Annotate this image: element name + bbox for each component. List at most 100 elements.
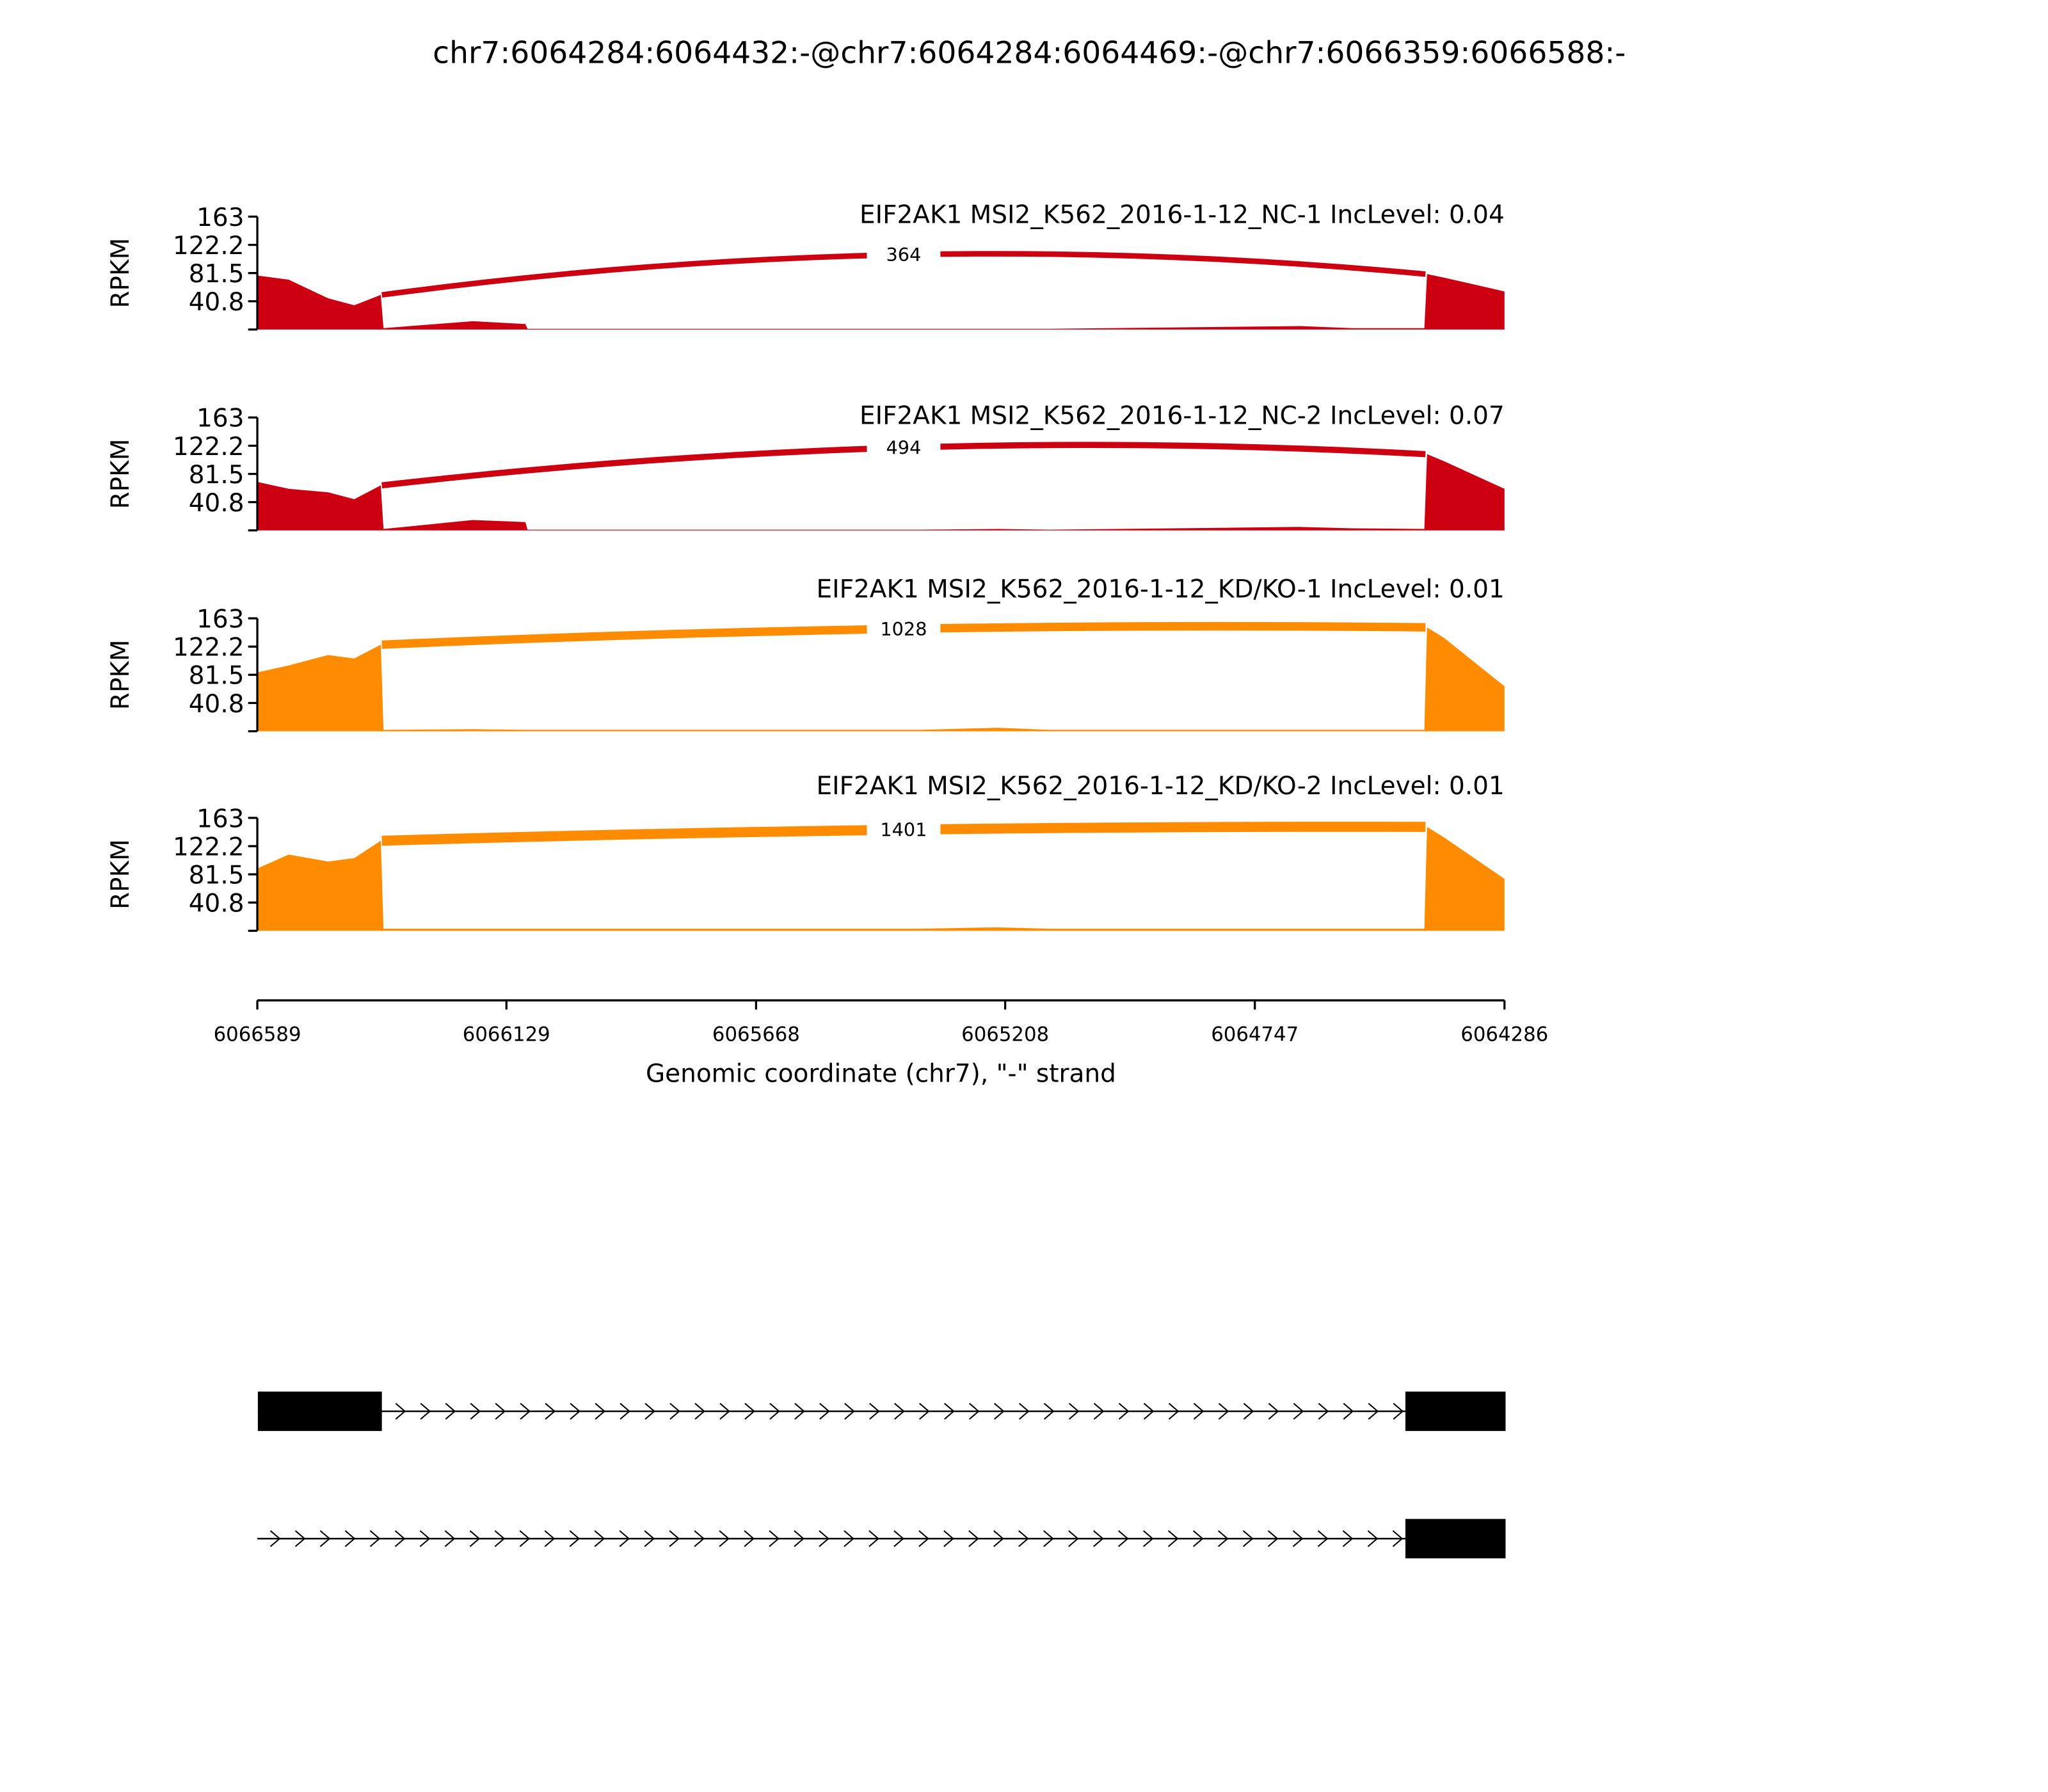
strand-arrow [769, 1530, 780, 1548]
strand-arrow [445, 1403, 456, 1420]
y-axis-label: RPKM [106, 639, 135, 710]
strand-arrow [943, 1530, 954, 1548]
strand-arrow [918, 1530, 929, 1548]
y-tick-label: 163 [196, 804, 244, 833]
strand-arrow [595, 1403, 606, 1420]
strand-arrow [1193, 1403, 1204, 1420]
strand-arrow [844, 1530, 854, 1548]
junction-label-bg [867, 817, 941, 842]
strand-arrow [1018, 1530, 1029, 1548]
strand-arrow [569, 1530, 580, 1548]
junction-count: 1401 [880, 819, 927, 841]
strand-arrow [495, 1403, 506, 1420]
strand-arrow [1393, 1403, 1404, 1420]
y-tick-label: 40.8 [189, 690, 244, 719]
strand-arrow [1318, 1403, 1329, 1420]
y-tick-label: 163 [196, 404, 244, 433]
strand-arrow [619, 1530, 630, 1548]
strand-arrow [545, 1403, 556, 1420]
strand-arrow [993, 1403, 1005, 1420]
strand-arrow [1218, 1403, 1229, 1420]
strand-arrow [319, 1530, 331, 1548]
strand-arrow [744, 1403, 755, 1420]
strand-arrow [1268, 1403, 1279, 1420]
x-tick-label: 6065208 [961, 1023, 1049, 1046]
strand-arrow [1043, 1530, 1054, 1548]
strand-arrow [919, 1403, 930, 1420]
y-tick-label: 122.2 [173, 232, 244, 260]
coverage-area [257, 454, 1505, 531]
strand-arrow [1368, 1403, 1379, 1420]
strand-arrow [819, 1530, 829, 1548]
x-tick-label: 6064286 [1460, 1023, 1548, 1046]
strand-arrow [644, 1403, 655, 1420]
strand-arrow [419, 1530, 431, 1548]
strand-arrow [520, 1403, 531, 1420]
panel-label: EIF2AK1 MSI2_K562_2016-1-12_KD/KO-2 IncL… [816, 772, 1504, 801]
x-tick-label: 6066129 [463, 1023, 550, 1046]
strand-arrow [1192, 1530, 1204, 1548]
y-tick-label: 81.5 [189, 861, 244, 890]
strand-arrow [1167, 1530, 1179, 1548]
junction-count: 494 [886, 437, 922, 459]
strand-arrow [1168, 1403, 1180, 1420]
strand-arrow [444, 1530, 456, 1548]
exon [1405, 1519, 1506, 1558]
strand-arrow [1093, 1530, 1104, 1548]
strand-arrow [294, 1530, 306, 1548]
strand-arrow [694, 1530, 705, 1548]
strand-arrow [844, 1403, 855, 1420]
strand-arrow [344, 1530, 356, 1548]
strand-arrow [420, 1403, 431, 1420]
y-tick-label: 122.2 [173, 833, 244, 861]
y-axis-label: RPKM [106, 238, 135, 308]
strand-arrow [968, 1530, 979, 1548]
strand-arrow [1242, 1530, 1254, 1548]
strand-arrow [969, 1403, 980, 1420]
strand-arrow [269, 1530, 281, 1548]
strand-arrow [1343, 1403, 1354, 1420]
x-axis-label: Genomic coordinate (chr7), "-" strand [646, 1059, 1116, 1088]
strand-arrow [1317, 1530, 1329, 1548]
junction-label-bg [867, 617, 941, 641]
x-tick-label: 6064747 [1211, 1023, 1299, 1046]
junction-count: 364 [886, 244, 922, 266]
panel-label: EIF2AK1 MSI2_K562_2016-1-12_KD/KO-1 IncL… [816, 575, 1504, 604]
strand-arrow [1142, 1530, 1154, 1548]
x-tick-label: 6065668 [712, 1023, 800, 1046]
strand-arrow [744, 1530, 755, 1548]
strand-arrow [794, 1403, 805, 1420]
strand-arrow [769, 1403, 780, 1420]
strand-arrow [1118, 1530, 1129, 1548]
chart-title: chr7:6064284:6064432:-@chr7:6064284:6064… [433, 35, 1626, 70]
strand-arrow [519, 1530, 531, 1548]
strand-arrow [719, 1530, 730, 1548]
y-tick-label: 81.5 [189, 260, 244, 289]
y-axis-label: RPKM [106, 839, 135, 909]
strand-arrow [1342, 1530, 1354, 1548]
y-tick-label: 81.5 [189, 662, 244, 691]
strand-arrow [469, 1530, 481, 1548]
panel-label: EIF2AK1 MSI2_K562_2016-1-12_NC-2 IncLeve… [860, 402, 1505, 431]
strand-arrow [620, 1403, 630, 1420]
strand-arrow [819, 1403, 830, 1420]
strand-arrow [719, 1403, 730, 1420]
strand-arrow [944, 1403, 955, 1420]
strand-arrow [644, 1530, 655, 1548]
strand-arrow [369, 1530, 381, 1548]
strand-arrow [1392, 1530, 1404, 1548]
strand-arrow [1367, 1530, 1379, 1548]
strand-arrow [1093, 1403, 1105, 1420]
y-tick-label: 163 [196, 204, 244, 232]
strand-arrow [544, 1530, 556, 1548]
junction-label-bg [867, 436, 941, 460]
strand-arrow [1243, 1403, 1254, 1420]
strand-arrow [694, 1403, 705, 1420]
strand-arrow [1018, 1403, 1030, 1420]
strand-arrow [570, 1403, 581, 1420]
strand-arrow [868, 1530, 879, 1548]
junction-count: 1028 [880, 618, 927, 640]
strand-arrow [1043, 1403, 1055, 1420]
strand-arrow [1292, 1530, 1304, 1548]
